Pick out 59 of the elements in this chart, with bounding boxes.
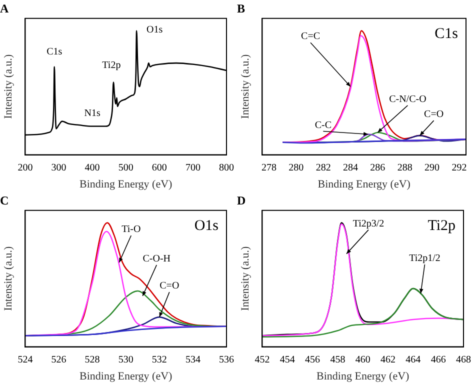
x-tick-label: 280 [288,162,304,174]
x-tick-label: 282 [316,162,331,174]
annotation: Ti2p [102,60,121,71]
annotation: Ti2p [428,218,456,234]
annotation: C-C [314,120,332,131]
x-tick-label: 290 [424,162,440,174]
annotation: C-O-H [142,254,171,265]
x-tick-label: 460 [355,354,370,366]
x-tick-label: 292 [452,162,467,174]
x-tick-label: 284 [343,162,358,174]
x-tick-label: 288 [397,162,412,174]
x-tick-label: 458 [330,354,346,366]
x-tick-label: 700 [185,162,200,174]
annotation: C=C [301,31,320,42]
x-tick-label: 468 [456,354,471,366]
x-tick-label: 526 [51,354,66,366]
x-tick-label: 286 [370,162,386,174]
annotation: Ti2p1/2 [409,253,440,264]
annotation: C-N/C-O [389,94,426,106]
annotation: C=O [160,280,180,292]
x-tick-label: 200 [18,162,33,174]
x-tick-label: 600 [152,162,167,174]
x-tick-label: 278 [261,162,276,174]
x-tick-label: 300 [51,162,66,174]
x-tick-label: 800 [219,162,234,174]
x-axis-title: Binding Energy (eV) [316,370,410,382]
x-tick-label: 500 [118,162,134,174]
x-tick-label: 528 [84,354,100,366]
x-tick-label: 400 [84,162,100,174]
chart-title: B [237,1,246,16]
x-tick-label: 524 [18,354,33,366]
x-tick-label: 452 [254,354,270,366]
y-axis-title: Intensity (a.u.) [239,246,252,311]
x-tick-label: 536 [219,354,234,366]
y-axis-title: Intensity (a.u.) [2,246,14,311]
x-tick-label: 462 [380,354,396,366]
annotation: N1s [84,108,100,119]
x-axis-title: Binding Energy (eV) [80,178,173,190]
chart-title: C [0,193,9,208]
annotation: O1s [146,24,163,36]
annotation: C=O [424,109,444,120]
annotation: C1s [434,26,458,42]
annotation: C1s [46,46,62,58]
x-tick-label: 534 [185,354,200,366]
chart-title: D [237,193,246,208]
x-tick-label: 456 [305,354,320,366]
annotation: O1s [194,218,219,234]
annotation: Ti-O [122,224,141,236]
x-tick-label: 530 [118,354,134,366]
x-tick-label: 464 [406,354,421,366]
x-tick-label: 532 [152,354,167,366]
y-axis-title: Intensity (a.u.) [239,54,252,119]
chart-title: A [0,1,9,16]
x-tick-label: 454 [280,354,295,366]
y-axis-title: Intensity (a.u.) [2,54,14,119]
annotation: Ti2p3/2 [352,218,384,230]
x-axis-title: Binding Energy (eV) [318,178,411,190]
x-tick-label: 466 [430,354,446,366]
x-axis-title: Binding Energy (eV) [80,370,173,382]
